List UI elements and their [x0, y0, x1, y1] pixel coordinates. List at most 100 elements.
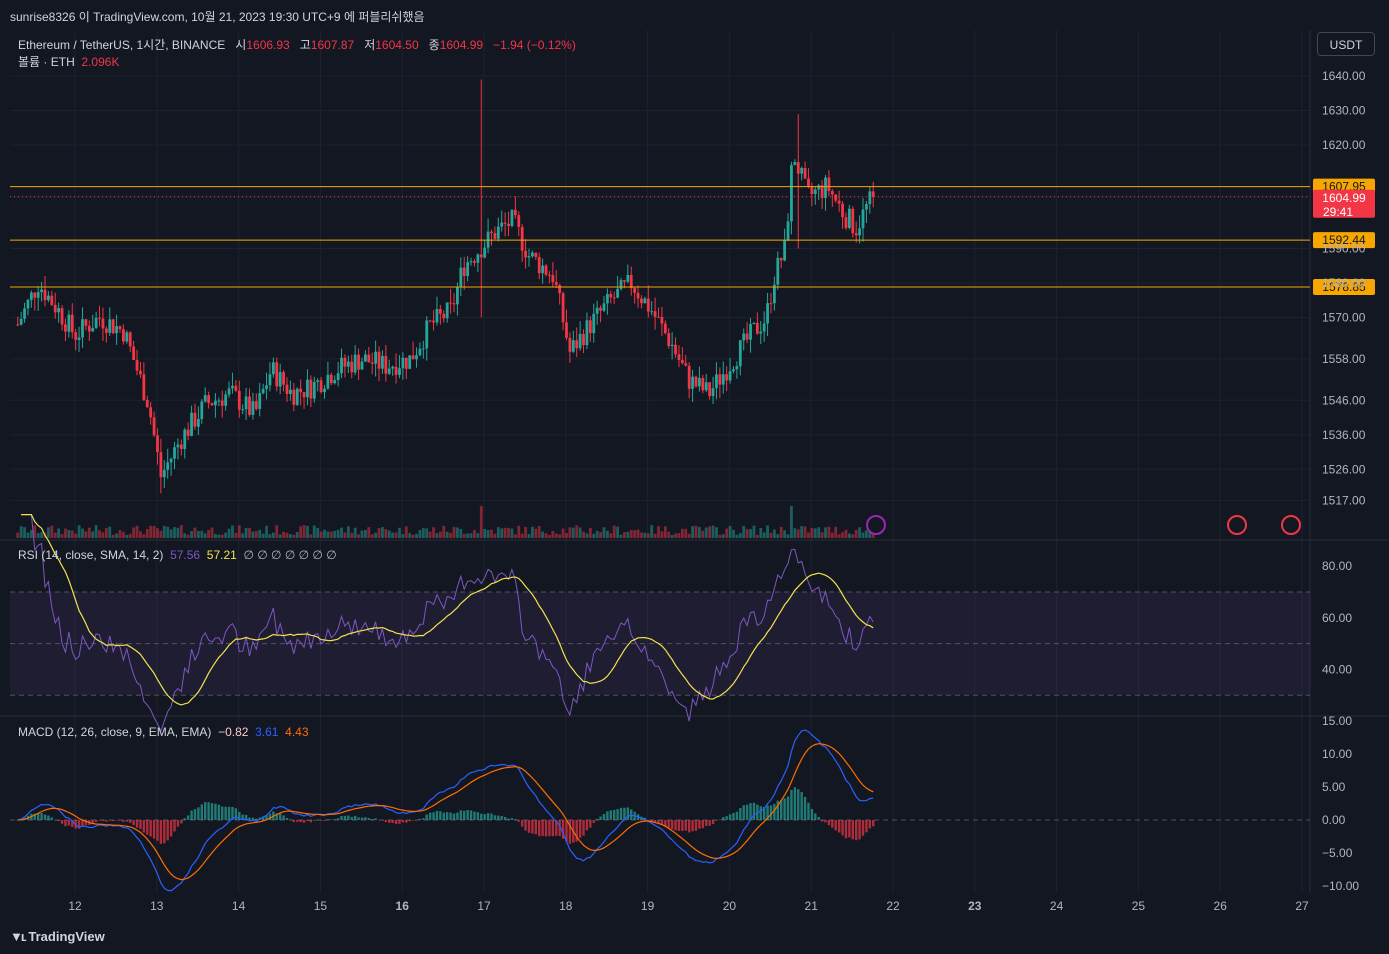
candle-body	[115, 326, 118, 334]
rsi-tick-label: 40.00	[1322, 662, 1352, 676]
volume-bar	[469, 533, 473, 538]
volume-bar	[663, 526, 667, 538]
volume-bar	[554, 533, 558, 538]
volume-bar	[200, 530, 204, 538]
macd-hist-bar	[793, 787, 797, 820]
volume-bar	[47, 527, 50, 538]
us-flag-event-icon[interactable]	[1227, 515, 1247, 535]
macd-hist-bar	[231, 806, 234, 820]
lightning-event-icon[interactable]	[866, 515, 886, 535]
candle-body	[173, 447, 176, 459]
close-value: 1604.99	[439, 38, 484, 52]
macd-hist-bar	[268, 813, 272, 820]
candle-body	[650, 311, 654, 313]
volume-bar	[694, 525, 698, 538]
candle-body	[295, 388, 299, 405]
candle-body	[646, 298, 650, 312]
candle-body	[87, 325, 91, 332]
macd-hist-bar	[207, 802, 210, 820]
candle-body	[302, 392, 306, 398]
candle-body	[67, 314, 71, 332]
rsi-ma-line	[21, 514, 874, 706]
macd-hist-bar	[749, 803, 752, 820]
x-tick-label: 13	[150, 899, 164, 913]
price-tick-label: 1640.00	[1322, 69, 1366, 83]
candle-body	[128, 332, 132, 347]
volume-bar	[783, 530, 787, 538]
volume-bar	[865, 530, 868, 538]
candle-body	[220, 400, 224, 406]
volume-bar	[725, 528, 729, 538]
volume-bar	[94, 525, 98, 538]
countdown-label: 29:41	[1323, 205, 1353, 219]
macd-hist-bar	[111, 820, 115, 821]
macd-hist-bar	[698, 820, 701, 829]
candle-body	[732, 369, 735, 372]
candle-body	[285, 384, 289, 394]
volume-bar	[759, 528, 763, 538]
candle-body	[711, 388, 715, 397]
price-tick-label: 1570.00	[1322, 311, 1366, 325]
candle-body	[728, 371, 732, 381]
macd-hist-bar	[854, 820, 858, 841]
macd-hist-bar	[50, 817, 54, 820]
candle-body	[490, 231, 493, 234]
macd-hist-bar	[388, 820, 391, 823]
candle-body	[60, 308, 64, 325]
volume-bar	[169, 529, 173, 538]
symbol-label[interactable]: Ethereum / TetherUS, 1시간, BINANCE	[18, 38, 226, 52]
volume-bar	[711, 525, 715, 538]
us-flag-event-icon[interactable]	[1281, 515, 1301, 535]
volume-bar	[807, 532, 810, 538]
volume-bar	[776, 534, 780, 538]
candle-body	[374, 351, 378, 364]
candle-body	[677, 354, 681, 361]
macd-hist-bar	[302, 820, 306, 823]
volume-bar	[769, 532, 773, 538]
volume-bar	[824, 527, 827, 538]
volume-bar	[275, 525, 279, 538]
macd-hist-bar	[296, 820, 299, 822]
macd-hist-bar	[285, 818, 289, 820]
volume-bar	[210, 527, 214, 538]
tradingview-logo[interactable]: ▼ʟ TradingView	[10, 929, 105, 944]
rsi-label[interactable]: RSI (14, close, SMA, 14, 2)	[18, 548, 164, 562]
volume-bar	[571, 527, 575, 538]
candle-body	[568, 337, 572, 352]
currency-button[interactable]: USDT	[1317, 32, 1375, 56]
macd-hist-bar	[210, 803, 214, 820]
volume-bar	[217, 534, 221, 538]
macd-hist-bar	[865, 820, 868, 833]
x-tick-label: 15	[314, 899, 328, 913]
volume-bar	[612, 525, 616, 538]
price-tick-label: 1580.00	[1322, 276, 1366, 290]
volume-bar	[374, 532, 378, 538]
candle-body	[667, 333, 671, 347]
close-label: 종	[428, 38, 440, 52]
price-level-label: 1578.85	[1322, 280, 1366, 294]
candle-body	[357, 354, 360, 370]
macd-hist-bar	[834, 820, 837, 831]
macd-tick-label: 0.00	[1322, 813, 1346, 827]
macd-hist-bar	[360, 817, 364, 820]
candle-body	[98, 317, 101, 319]
volume-bar	[398, 527, 401, 538]
volume-bar	[752, 525, 756, 538]
macd-hist-bar	[616, 809, 619, 820]
candle-body	[442, 313, 446, 319]
macd-hist-bar	[98, 820, 101, 821]
candle-body	[469, 261, 473, 263]
volume-bar	[868, 529, 872, 538]
macd-hist-bar	[251, 817, 255, 820]
last-price-tag	[1313, 189, 1375, 218]
volume-bar	[231, 525, 234, 538]
macd-hist-bar	[353, 815, 357, 820]
candle-body	[854, 233, 858, 236]
candle-body	[121, 329, 125, 342]
macd-hist-bar	[197, 807, 200, 820]
macd-tick-label: 15.00	[1322, 714, 1352, 728]
macd-label[interactable]: MACD (12, 26, close, 9, EMA, EMA)	[18, 725, 212, 739]
candle-body	[456, 286, 459, 305]
macd-hist-bar	[582, 820, 585, 836]
